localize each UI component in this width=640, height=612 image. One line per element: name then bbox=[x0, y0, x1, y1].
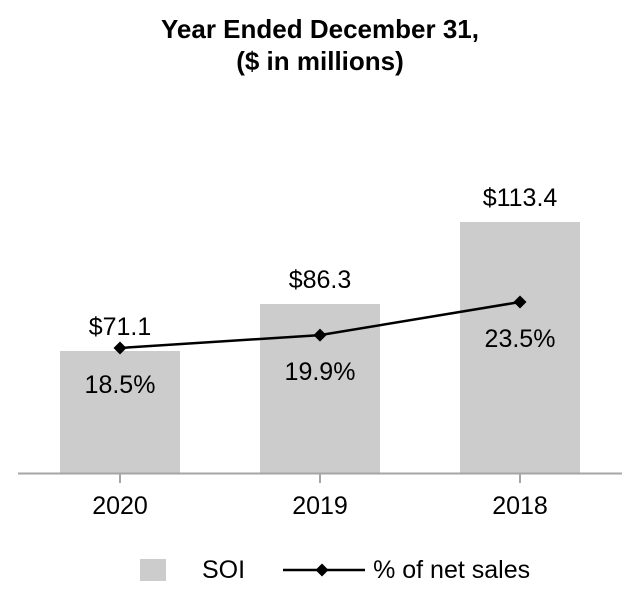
x-axis-label-2018: 2018 bbox=[492, 492, 548, 520]
bar-value-label-2018: $113.4 bbox=[482, 183, 558, 212]
legend-pct-label: % of net sales bbox=[373, 555, 531, 584]
line-pct-label-2020: 18.5% bbox=[84, 370, 156, 399]
chart-title: Year Ended December 31, ($ in millions) bbox=[0, 13, 640, 77]
legend: SOI % of net sales bbox=[140, 557, 530, 583]
bar-value-label-2019: $86.3 bbox=[288, 266, 352, 295]
bar-2019 bbox=[260, 304, 380, 474]
legend-soi-label: SOI bbox=[202, 555, 246, 584]
bar-value-label-2020: $71.1 bbox=[88, 312, 152, 341]
x-axis-label-2019: 2019 bbox=[292, 492, 348, 520]
bar-2020 bbox=[60, 350, 180, 474]
chart-title-line1: Year Ended December 31, bbox=[161, 14, 479, 44]
legend-line-diamond-icon bbox=[283, 563, 366, 577]
x-axis-label-2020: 2020 bbox=[92, 492, 148, 520]
line-pct-label-2019: 19.9% bbox=[284, 357, 356, 386]
line-pct-label-2018: 23.5% bbox=[484, 324, 556, 353]
legend-bar-swatch bbox=[140, 559, 166, 581]
chart-title-line2: ($ in millions) bbox=[236, 46, 404, 76]
